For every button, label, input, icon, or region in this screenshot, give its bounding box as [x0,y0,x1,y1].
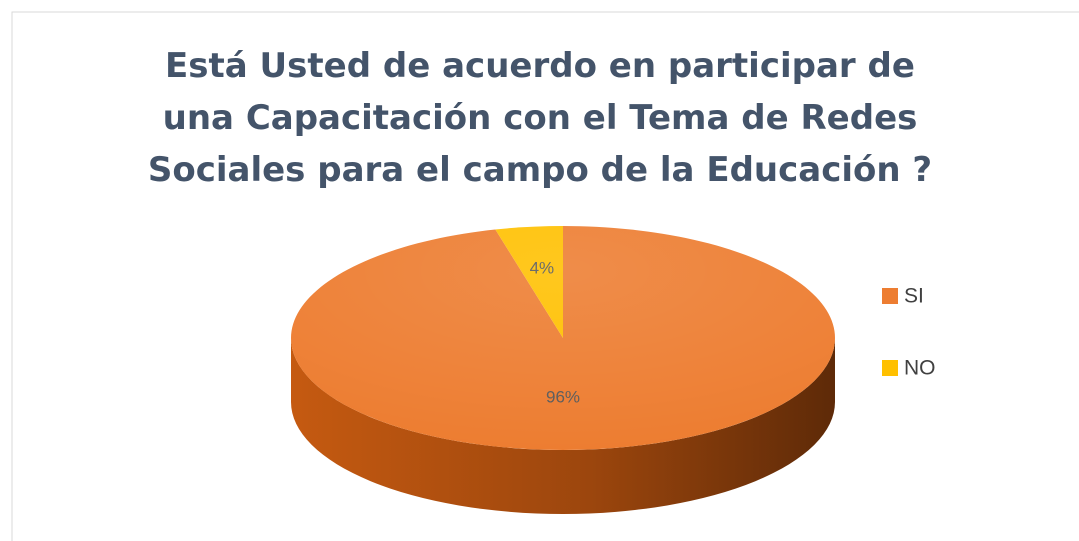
legend-label: SI [904,285,924,308]
pie-side [291,338,835,514]
legend-swatch [882,288,898,304]
data-label: 96% [546,387,580,406]
data-label: 4% [530,259,555,278]
chart-border [11,11,1079,541]
legend-label: NO [904,357,936,380]
legend-swatch [882,360,898,376]
chart-title: Está Usted de acuerdo en participar de u… [147,46,933,190]
